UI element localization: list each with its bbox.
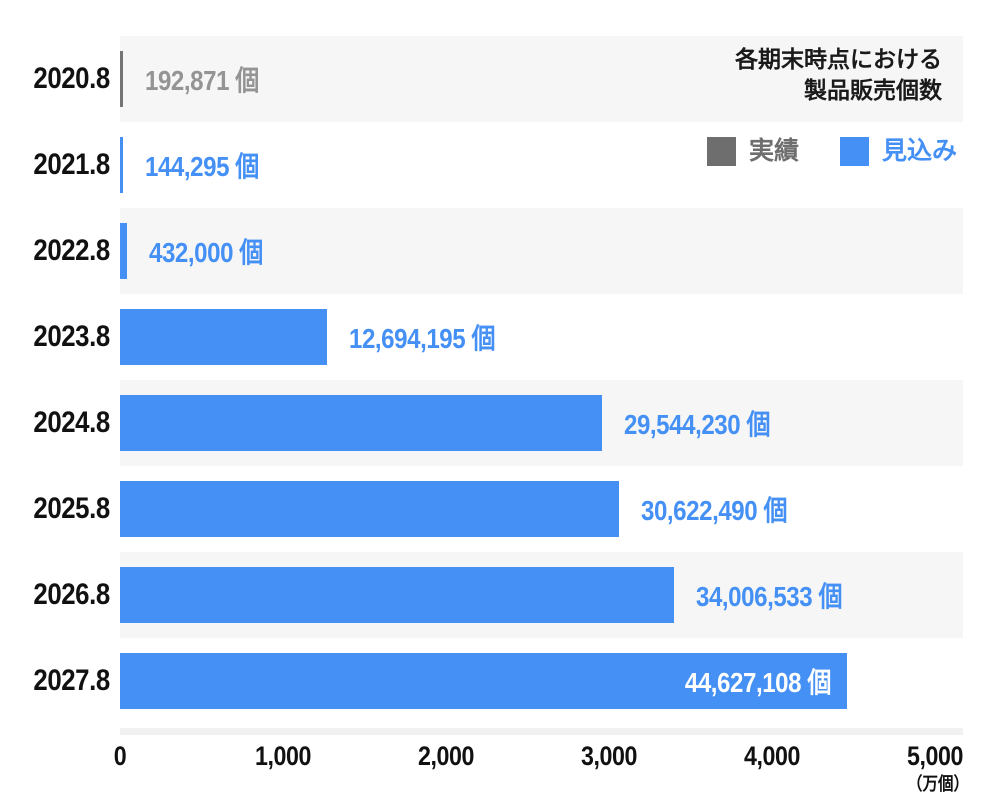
category-label-text: 2020.8 [33,62,111,95]
value-label-2025.8: 30,622,490 個 [641,489,811,529]
x-tick-1000: 1,000 [250,741,315,772]
x-tick-5000: 5,000 [902,741,967,772]
x-tick-text: 2,000 [418,741,474,771]
bar-actual-2020.8 [120,51,123,107]
row-band-2022.8 [120,208,963,294]
category-label-2023.8: 2023.8 [0,294,111,380]
value-label-text: 29,544,230 個 [624,409,771,440]
x-tick-text: 4,000 [744,741,800,771]
value-label-2027.8: 44,627,108 個 [661,661,832,701]
bar-forecast-2022.8 [120,223,127,279]
legend-label-actual: 実績 [748,136,799,165]
category-label-text: 2027.8 [33,664,111,697]
bar-forecast-2027.8 [120,653,847,709]
category-label-2026.8: 2026.8 [0,552,111,638]
value-label-2020.8: 192,871 個 [145,59,278,99]
chart-title: 各期末時点における 製品販売個数 [735,44,942,106]
category-label-2020.8: 2020.8 [0,36,111,122]
chart-title-line2: 製品販売個数 [804,77,942,103]
value-label-text: 432,000 個 [149,237,263,268]
x-tick-4000: 4,000 [739,741,804,772]
chart-title-line1: 各期末時点における [735,46,942,72]
x-tick-0: 0 [113,741,128,772]
bar-forecast-2024.8 [120,395,602,451]
category-label-text: 2024.8 [33,406,111,439]
category-label-2021.8: 2021.8 [0,122,111,208]
legend-swatch-forecast [839,136,869,166]
x-tick-text: 0 [113,741,127,771]
bar-forecast-2021.8 [120,137,123,193]
category-label-text: 2026.8 [33,578,111,611]
x-tick-text: 1,000 [255,741,311,771]
value-label-text: 34,006,533 個 [696,581,843,612]
category-label-2024.8: 2024.8 [0,380,111,466]
category-label-2022.8: 2022.8 [0,208,111,294]
value-label-text: 192,871 個 [145,65,259,96]
row-band-2020.8 [120,36,963,122]
value-label-text: 144,295 個 [145,151,259,182]
bar-forecast-2025.8 [120,481,619,537]
value-label-text: 12,694,195 個 [349,323,496,354]
x-tick-text: 3,000 [581,741,637,771]
x-tick-2000: 2,000 [413,741,478,772]
value-label-2024.8: 29,544,230 個 [624,403,794,443]
legend-label-forecast: 見込み [881,136,957,165]
category-label-2025.8: 2025.8 [0,466,111,552]
category-label-text: 2022.8 [33,234,111,267]
legend-swatch-actual [706,136,736,166]
value-label-text: 30,622,490 個 [641,495,788,526]
category-label-2027.8: 2027.8 [0,638,111,724]
x-tick-3000: 3,000 [576,741,641,772]
value-label-2021.8: 144,295 個 [145,145,278,185]
category-label-text: 2021.8 [33,148,111,181]
x-tick-text: 5,000 [907,741,963,771]
legend: 実績 見込み [706,136,957,166]
value-label-text: 44,627,108 個 [684,667,832,698]
plot-baseline-strip [120,728,963,735]
x-axis-unit-note: （万個） [902,770,974,796]
category-label-text: 2023.8 [33,320,111,353]
category-label-text: 2025.8 [33,492,111,525]
value-label-2023.8: 12,694,195 個 [349,317,519,357]
bar-forecast-2026.8 [120,567,674,623]
value-label-2026.8: 34,006,533 個 [696,575,866,615]
x-axis-unit-text: （万個） [907,774,969,794]
bar-forecast-2023.8 [120,309,327,365]
value-label-2022.8: 432,000 個 [149,231,282,271]
